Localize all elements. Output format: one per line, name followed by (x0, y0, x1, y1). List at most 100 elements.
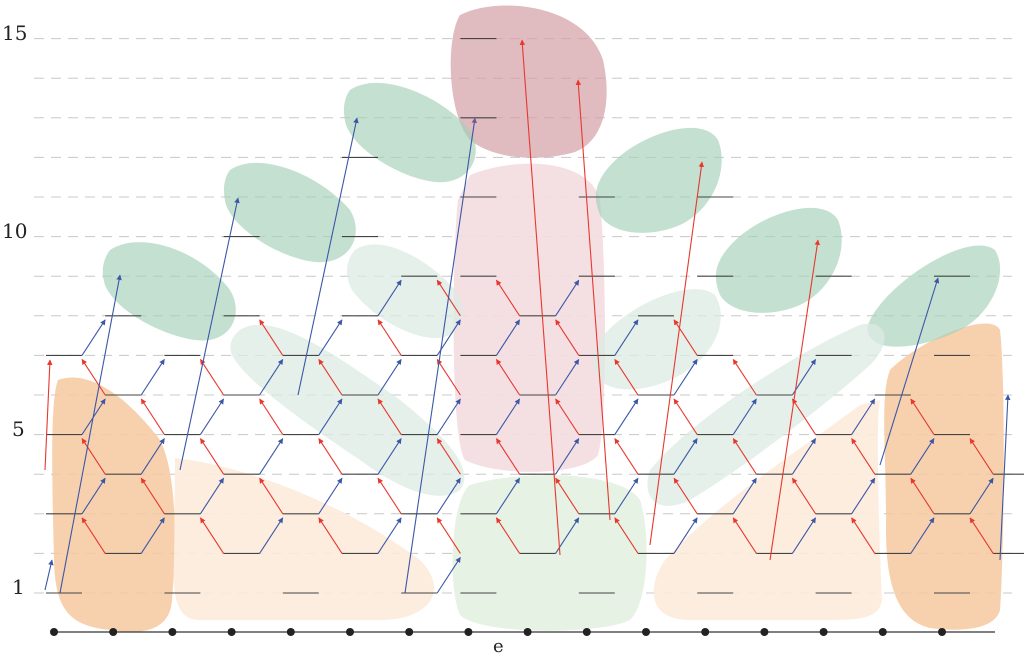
axis-dot (286, 628, 295, 636)
y-label-5: 5 (12, 417, 25, 441)
region-lightgreen-4 (647, 323, 885, 506)
region-orange-right (884, 323, 1004, 630)
axis-dot (227, 628, 236, 636)
blue-arrow (791, 517, 817, 554)
red-arrow (199, 438, 225, 475)
red-arrow (555, 477, 580, 515)
blue-arrow (791, 438, 817, 475)
region-green-2 (223, 162, 356, 263)
region-green-4 (595, 127, 722, 233)
region-lightgreen-3 (593, 289, 721, 390)
long-arrow (649, 161, 705, 546)
blue-arrow (318, 477, 343, 515)
blue-arrow (318, 398, 343, 435)
long-arrow (575, 79, 611, 521)
blue-arrow (495, 319, 521, 356)
blue-arrow (377, 438, 402, 475)
red-arrow (969, 438, 994, 475)
region-lightgreen-1 (230, 324, 465, 496)
red-arrow (673, 477, 698, 515)
region-lightgreen-2 (346, 244, 463, 339)
long-arrow (297, 117, 359, 396)
blue-arrow (436, 477, 461, 515)
blue-arrow (318, 319, 343, 356)
blue-arrow (199, 477, 225, 515)
bottom-label-e: e (493, 636, 504, 655)
blue-arrow (555, 438, 580, 475)
blue-arrow (140, 438, 165, 475)
long-arrow (769, 239, 820, 561)
red-arrow (732, 517, 757, 554)
region-light-orange-left (173, 458, 435, 620)
lattice-edges (44, 38, 1024, 594)
red-arrow (436, 358, 461, 396)
blue-arrow (555, 358, 580, 396)
blue-arrow (732, 398, 757, 435)
red-arrow (910, 477, 935, 515)
blue-arrow (495, 477, 521, 515)
region-orange-left (52, 377, 175, 632)
long-arrow (519, 39, 561, 556)
red-arrow (81, 517, 106, 554)
blue-arrow (81, 319, 106, 356)
axis-dot (582, 628, 591, 636)
region-green-5 (715, 207, 842, 313)
axis-dot (50, 628, 58, 636)
red-arrow (791, 398, 817, 435)
shaded-regions (52, 5, 1004, 632)
axis-dot (878, 628, 887, 636)
blue-arrow (259, 517, 284, 554)
blue-arrow (614, 477, 639, 515)
blue-arrow (436, 556, 461, 594)
axis-dot (760, 628, 769, 636)
red-arrow (495, 279, 521, 317)
red-arrow (199, 358, 225, 396)
red-arrow (199, 517, 225, 554)
blue-arrow (791, 358, 817, 396)
red-arrow (318, 358, 343, 396)
red-arrow (377, 319, 402, 356)
red-arrow (851, 438, 876, 475)
blue-arrow (910, 517, 935, 554)
y-label-1: 1 (12, 575, 25, 599)
axis-dot (346, 628, 354, 636)
blue-arrow (910, 438, 935, 475)
blue-arrow (436, 398, 461, 435)
region-green-6 (867, 245, 1001, 347)
blue-arrow (377, 517, 402, 554)
blue-arrow (140, 517, 165, 554)
red-arrow (259, 477, 284, 515)
blue-arrow (732, 477, 757, 515)
blue-arrow (377, 279, 402, 317)
red-arrow (436, 438, 461, 475)
blue-arrow (555, 279, 580, 317)
blue-arrow (199, 398, 225, 435)
axis-dot (701, 628, 710, 636)
red-arrow (910, 398, 935, 435)
red-arrow (791, 477, 817, 515)
red-arrow (969, 517, 994, 554)
long-arrow (44, 559, 54, 591)
axis-dot (405, 628, 414, 636)
red-arrow (555, 398, 580, 435)
blue-arrow (614, 398, 639, 435)
red-arrow (673, 319, 698, 356)
red-arrow (318, 438, 343, 475)
red-arrow (495, 517, 521, 554)
red-arrow (495, 438, 521, 475)
axis-dot (464, 628, 473, 636)
red-arrow (614, 517, 639, 554)
blue-arrow (377, 358, 402, 396)
long-arrow (179, 197, 240, 471)
axis-dot (819, 628, 828, 636)
region-pink-center (453, 163, 605, 472)
axis-dot (523, 628, 532, 636)
axis-dot (642, 628, 650, 636)
axis-dot (109, 628, 118, 636)
region-light-orange-right (653, 400, 882, 620)
blue-arrow (81, 477, 106, 515)
blue-arrow (673, 438, 698, 475)
red-arrow (81, 358, 106, 396)
red-arrow (495, 358, 521, 396)
